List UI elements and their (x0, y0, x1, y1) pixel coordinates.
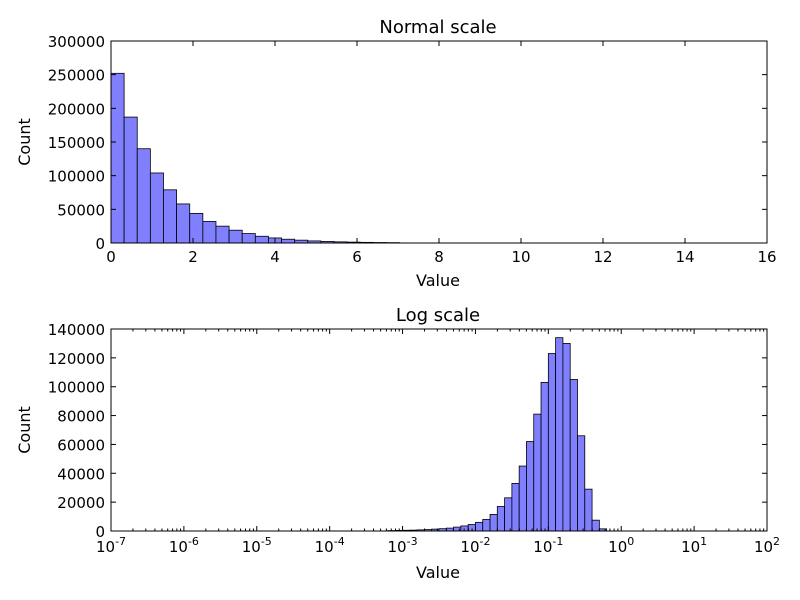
histogram-bar (254, 235, 269, 244)
chart-title: Normal scale (379, 17, 496, 38)
histogram-bar (540, 381, 549, 532)
histogram-bar (569, 379, 578, 532)
histogram-bar (149, 172, 164, 244)
y-tick-label: 200000 (48, 100, 105, 118)
x-axis-label: Value (416, 563, 460, 582)
histogram-bar (547, 353, 557, 532)
axis-ticks: 10-7 10-6 10-5 10-4 10-3 10-2 10-1 100 101 102 0 20… (48, 321, 780, 556)
plot-frame (110, 328, 768, 532)
x-tick-label: 4 (270, 248, 280, 266)
histogram-bar (228, 229, 243, 244)
y-tick-label: 0 (95, 235, 105, 253)
plot-frame (110, 40, 768, 244)
x-axis-label: Value (416, 271, 460, 290)
y-tick-label: 140000 (48, 321, 105, 339)
y-tick-label: 60000 (57, 436, 105, 454)
x-tick-label: 100 (608, 535, 634, 556)
histogram-bar (123, 116, 138, 244)
y-tick-label: 40000 (57, 465, 105, 483)
histogram-bar (176, 203, 191, 244)
x-tick-label: 16 (757, 248, 776, 266)
x-tick-label: 101 (681, 535, 707, 556)
histogram-bar (496, 506, 505, 532)
histogram-bar (591, 519, 600, 532)
histogram-bar (215, 225, 230, 244)
x-tick-label: 10 (511, 248, 530, 266)
histogram-bar (584, 488, 593, 532)
x-tick-label: 102 (754, 535, 780, 556)
x-tick-label: 10-1 (533, 535, 563, 556)
y-tick-label: 20000 (57, 494, 105, 512)
histogram-bars (387, 337, 608, 532)
histogram-bar (136, 148, 151, 244)
axis-ticks: 0 2 4 6 8 10 12 14 16 0 50000 100000 150000 200000 250… (48, 33, 777, 266)
histogram-bar (533, 413, 542, 532)
x-tick-label: 14 (675, 248, 694, 266)
histogram-bar (475, 521, 484, 532)
y-tick-label: 100000 (48, 379, 105, 397)
y-tick-label: 300000 (48, 33, 105, 51)
x-tick-label: 10-5 (242, 535, 272, 556)
y-tick-label: 80000 (57, 408, 105, 426)
log-scale-chart: Log scale 10-7 10-6 10-5 10-4 10-3 10-2 10-1 10… (15, 305, 780, 582)
y-axis-label: Count (15, 118, 34, 166)
histogram-bar (163, 189, 177, 244)
y-tick-label: 120000 (48, 350, 105, 368)
normal-scale-chart: Normal scale 0 2 4 6 8 10 12 14 16 0 50000 100000 15… (15, 17, 777, 290)
histogram-bar (518, 465, 527, 532)
x-tick-label: 8 (434, 248, 444, 266)
histogram-bar (202, 221, 217, 244)
chart-title: Log scale (396, 305, 480, 326)
histogram-bar (577, 435, 586, 532)
x-tick-label: 6 (352, 248, 362, 266)
x-tick-label: 0 (106, 248, 116, 266)
x-tick-label: 10-3 (388, 535, 418, 556)
histogram-bar (562, 343, 571, 532)
histogram-bar (482, 519, 491, 532)
x-tick-label: 10-6 (169, 535, 199, 556)
histogram-bar (504, 497, 513, 532)
histogram-bar (511, 482, 520, 532)
y-tick-label: 250000 (48, 67, 105, 85)
histogram-bars (110, 72, 401, 244)
y-tick-label: 0 (95, 523, 105, 541)
x-tick-label: 12 (593, 248, 612, 266)
y-tick-label: 100000 (48, 168, 105, 186)
histogram-bar (526, 441, 535, 532)
y-tick-label: 150000 (48, 134, 105, 152)
histogram-bar (189, 212, 204, 244)
histogram-bar (489, 514, 498, 532)
histogram-bar (241, 233, 256, 244)
y-axis-label: Count (15, 406, 34, 454)
y-tick-label: 50000 (57, 201, 105, 219)
x-tick-label: 10-7 (96, 535, 126, 556)
histogram-bar (110, 72, 125, 244)
x-tick-label: 2 (188, 248, 198, 266)
x-tick-label: 10-4 (315, 535, 345, 556)
histogram-bar (555, 337, 564, 532)
histogram-bar (281, 238, 296, 244)
x-tick-label: 10-2 (460, 535, 490, 556)
